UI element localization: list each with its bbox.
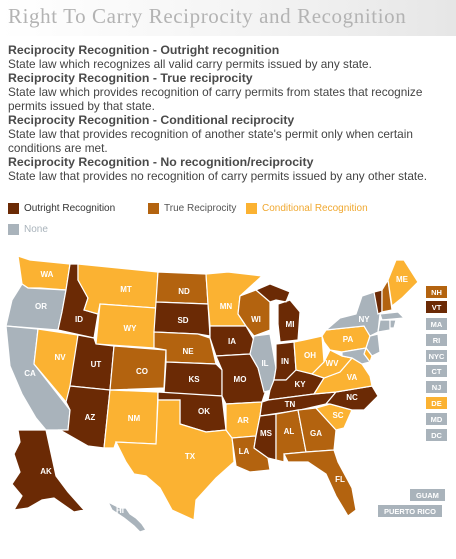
- state-il[interactable]: [249, 333, 277, 393]
- label-tx: TX: [185, 452, 196, 461]
- label-ut: UT: [91, 360, 102, 369]
- state-nh[interactable]: [381, 278, 393, 313]
- definition-heading-conditional: Reciprocity Recognition - Conditional re…: [8, 113, 295, 127]
- label-ak: AK: [40, 467, 52, 476]
- label-me: ME: [396, 275, 409, 284]
- definitions: Reciprocity Recognition - Outright recog…: [8, 43, 452, 183]
- box-de[interactable]: DE: [426, 397, 447, 409]
- label-nc: NC: [346, 393, 358, 402]
- state-me[interactable]: [387, 259, 419, 308]
- label-nd: ND: [178, 287, 190, 296]
- label-mi: MI: [286, 320, 295, 329]
- label-tn: TN: [285, 400, 296, 409]
- legend-item-none[interactable]: None: [8, 224, 48, 235]
- legend-label-none: None: [24, 224, 48, 235]
- label-va: VA: [347, 373, 358, 382]
- state-ma[interactable]: [379, 311, 406, 321]
- legend-swatch-conditional: [246, 203, 257, 214]
- box-ct[interactable]: CT: [426, 365, 447, 377]
- definition-text-true: State law which provides recognition of …: [8, 85, 423, 113]
- state-ga[interactable]: [297, 407, 337, 453]
- label-ok: OK: [198, 407, 210, 416]
- label-id: ID: [75, 315, 83, 324]
- state-ak[interactable]: [11, 429, 86, 513]
- label-az: AZ: [85, 413, 96, 422]
- legend-swatch-true: [148, 203, 159, 214]
- box-ma[interactable]: MA: [426, 318, 447, 330]
- definition-heading-true: Reciprocity Recognition - True reciproci…: [8, 71, 253, 85]
- legend-label-true: True Reciprocity: [164, 203, 237, 214]
- label-nv: NV: [54, 353, 66, 362]
- label-ks: KS: [188, 375, 200, 384]
- territory-guam[interactable]: GUAM: [410, 489, 445, 501]
- state-sc[interactable]: [314, 403, 353, 431]
- state-md[interactable]: [341, 347, 372, 365]
- legend-item-outright[interactable]: Outright Recognition: [8, 203, 115, 214]
- definition-heading-outright: Reciprocity Recognition - Outright recog…: [8, 43, 280, 57]
- label-mo: MO: [234, 375, 247, 384]
- legend-item-true[interactable]: True Reciprocity: [148, 203, 236, 214]
- box-dc[interactable]: DC: [426, 429, 447, 441]
- box-nj[interactable]: NJ: [426, 381, 447, 393]
- label-ny: NY: [358, 315, 370, 324]
- label-sd: SD: [177, 316, 188, 325]
- label-oh: OH: [304, 351, 316, 360]
- label-in: IN: [281, 357, 289, 366]
- label-fl: FL: [335, 475, 345, 484]
- definition-text-conditional: State law that provides recognition of a…: [8, 127, 413, 155]
- state-wa[interactable]: [17, 255, 71, 291]
- territory-puerto-rico[interactable]: PUERTO RICO: [378, 505, 442, 517]
- state-nj[interactable]: [365, 333, 381, 357]
- box-md[interactable]: MD: [426, 413, 447, 425]
- label-wa: WA: [41, 270, 54, 279]
- state-hi[interactable]: [106, 500, 147, 533]
- legend-label-conditional: Conditional Recognition: [262, 203, 368, 214]
- label-mn: MN: [220, 302, 233, 311]
- box-nh[interactable]: NH: [426, 286, 447, 298]
- label-wi: WI: [251, 315, 261, 324]
- label-pa: PA: [343, 335, 354, 344]
- state-mi[interactable]: [254, 283, 301, 343]
- label-ms: MS: [260, 429, 273, 438]
- label-co: CO: [136, 367, 148, 376]
- definition-text-none: State law that provides no recognition o…: [8, 169, 428, 183]
- box-ri[interactable]: RI: [426, 334, 447, 346]
- state-fl[interactable]: [283, 449, 357, 517]
- label-ky: KY: [294, 380, 306, 389]
- state-tx[interactable]: [115, 399, 235, 521]
- definition-heading-none: Reciprocity Recognition - No recognition…: [8, 155, 314, 169]
- label-nm: NM: [128, 414, 141, 423]
- legend-swatch-none: [8, 224, 19, 235]
- definition-text-outright: State law which recognizes all valid car…: [8, 57, 372, 71]
- box-nyc[interactable]: NYC: [426, 350, 447, 362]
- legend-item-conditional[interactable]: Conditional Recognition: [246, 203, 368, 214]
- page-title: Right To Carry Reciprocity and Recogniti…: [0, 0, 456, 36]
- label-wy: WY: [124, 324, 138, 333]
- legend-label-outright: Outright Recognition: [24, 203, 116, 214]
- state-sd[interactable]: [153, 301, 211, 337]
- label-la: LA: [239, 447, 250, 456]
- label-ar: AR: [237, 416, 249, 425]
- label-or: OR: [35, 302, 47, 311]
- label-ne: NE: [182, 347, 194, 356]
- label-sc: SC: [332, 411, 343, 420]
- label-mt: MT: [120, 285, 132, 294]
- label-al: AL: [284, 427, 295, 436]
- label-ca: CA: [24, 369, 36, 378]
- label-wv: WV: [326, 359, 340, 368]
- us-map: WA OR CA NV ID MT WY UT AZ CO NM ND SD N…: [5, 255, 419, 533]
- label-ia: IA: [228, 337, 236, 346]
- state-ct[interactable]: [377, 319, 391, 333]
- label-il: IL: [261, 359, 268, 368]
- legend-swatch-outright: [8, 203, 19, 214]
- label-ga: GA: [310, 429, 322, 438]
- label-hi: HI: [116, 506, 124, 515]
- box-vt[interactable]: VT: [426, 301, 447, 313]
- state-ri[interactable]: [389, 319, 397, 329]
